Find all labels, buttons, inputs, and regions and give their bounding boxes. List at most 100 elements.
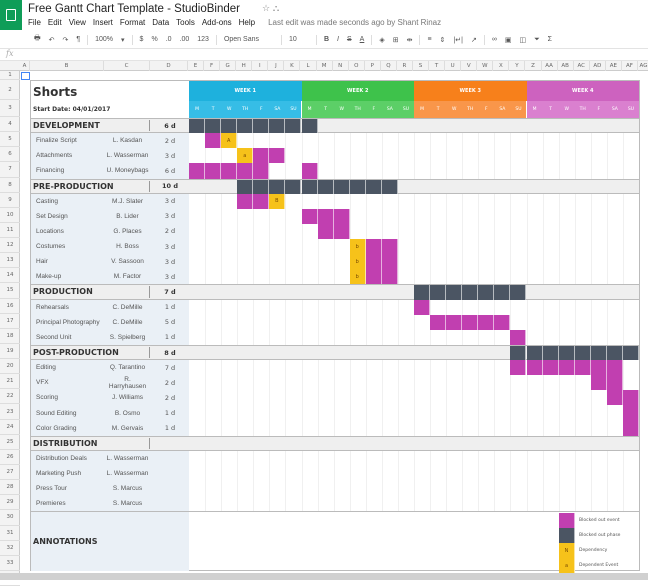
dependency-block[interactable]: B: [269, 193, 286, 209]
event-block[interactable]: [365, 269, 382, 285]
row-header[interactable]: 27: [0, 465, 20, 481]
column-header-ab[interactable]: AB: [558, 61, 574, 71]
column-header-ag[interactable]: AG: [638, 61, 648, 71]
column-header-o[interactable]: O: [349, 61, 365, 71]
phase-block[interactable]: [606, 345, 623, 361]
column-header-v[interactable]: V: [461, 61, 478, 71]
event-block[interactable]: [510, 360, 527, 376]
event-block[interactable]: [365, 239, 382, 255]
horizontal-scrollbar[interactable]: [0, 573, 648, 580]
font-select[interactable]: Open Sans: [223, 36, 259, 43]
menu-file[interactable]: File: [28, 18, 41, 27]
event-block[interactable]: [526, 360, 543, 376]
task-name[interactable]: Distribution Deals: [36, 454, 87, 462]
column-header-l[interactable]: L: [301, 61, 317, 71]
percent-button[interactable]: %: [151, 36, 158, 43]
menu-edit[interactable]: Edit: [47, 18, 62, 27]
last-edit-status[interactable]: Last edit was made seconds ago by Shant …: [268, 18, 442, 27]
functions-icon[interactable]: Σ: [547, 36, 552, 43]
row-header[interactable]: 18: [0, 329, 20, 344]
row-header[interactable]: 23: [0, 404, 20, 420]
event-block[interactable]: [478, 314, 495, 330]
event-block[interactable]: [381, 269, 398, 285]
column-header-a[interactable]: A: [20, 61, 30, 71]
column-header-w[interactable]: W: [477, 61, 494, 71]
phase-block[interactable]: [446, 285, 463, 300]
row-header[interactable]: 20: [0, 359, 20, 375]
phase-block[interactable]: [590, 345, 607, 361]
phase-block[interactable]: [237, 119, 254, 134]
paint-format-icon[interactable]: ¶: [76, 36, 81, 43]
row-header[interactable]: 4: [0, 117, 20, 133]
phase-block[interactable]: [510, 285, 527, 300]
chart-icon[interactable]: ◫: [519, 36, 527, 44]
task-name[interactable]: Locations: [36, 227, 64, 235]
row-header[interactable]: 17: [0, 314, 20, 329]
italic-button[interactable]: I: [337, 36, 339, 43]
task-name[interactable]: Marketing Push: [36, 470, 82, 478]
task-name[interactable]: Color Grading: [36, 424, 77, 432]
row-header[interactable]: 31: [0, 526, 20, 541]
row-header[interactable]: 33: [0, 556, 20, 571]
event-block[interactable]: [622, 405, 639, 421]
event-block[interactable]: [317, 208, 334, 224]
phase-block[interactable]: [269, 179, 286, 194]
strikethrough-button[interactable]: S: [346, 36, 352, 43]
phase-block[interactable]: [349, 179, 366, 194]
row-header[interactable]: 32: [0, 541, 20, 556]
zoom-dropdown-icon[interactable]: ▾: [121, 36, 125, 44]
bold-button[interactable]: B: [323, 36, 330, 43]
task-name[interactable]: Hair: [36, 258, 48, 266]
phase-block[interactable]: [365, 179, 382, 194]
event-block[interactable]: [510, 329, 527, 345]
column-header-u[interactable]: U: [445, 61, 462, 71]
menu-help[interactable]: Help: [238, 18, 256, 27]
task-name[interactable]: Costumes: [36, 243, 66, 251]
row-header[interactable]: 9: [0, 193, 20, 208]
row-header[interactable]: 12: [0, 238, 20, 254]
menu-format[interactable]: Format: [119, 18, 146, 27]
align-left-icon[interactable]: ≡: [427, 36, 432, 43]
task-name[interactable]: Premieres: [36, 500, 66, 508]
task-name[interactable]: Casting: [36, 197, 59, 205]
currency-button[interactable]: $: [139, 36, 144, 43]
row-header[interactable]: 19: [0, 344, 20, 360]
task-name[interactable]: Make-up: [36, 273, 62, 281]
sheets-logo[interactable]: [0, 0, 22, 30]
increase-decimal-button[interactable]: .00: [179, 36, 190, 43]
row-header[interactable]: 14: [0, 268, 20, 284]
event-block[interactable]: [189, 163, 206, 179]
phase-block[interactable]: [478, 285, 495, 300]
dependency-block[interactable]: A: [221, 133, 238, 149]
event-block[interactable]: [205, 163, 222, 179]
redo-icon[interactable]: ↷: [62, 36, 69, 44]
more-formats-button[interactable]: 123: [197, 36, 209, 43]
dependency-block[interactable]: a: [237, 148, 254, 164]
row-header[interactable]: 8: [0, 178, 20, 193]
column-header-q[interactable]: Q: [381, 61, 397, 71]
text-rotate-icon[interactable]: ↗: [470, 36, 477, 44]
row-header[interactable]: 10: [0, 208, 20, 223]
event-block[interactable]: [446, 314, 463, 330]
task-name[interactable]: Finalize Script: [36, 137, 77, 145]
phase-block[interactable]: [558, 345, 575, 361]
task-name[interactable]: Sound Editing: [36, 409, 77, 417]
row-header[interactable]: 29: [0, 495, 20, 511]
phase-block[interactable]: [542, 345, 559, 361]
row-header[interactable]: 5: [0, 132, 20, 148]
menu-add-ons[interactable]: Add-ons: [201, 18, 232, 27]
task-name[interactable]: Editing: [36, 364, 56, 372]
row-header[interactable]: 1: [0, 71, 20, 80]
event-block[interactable]: [430, 314, 447, 330]
row-header[interactable]: 6: [0, 147, 20, 163]
phase-block[interactable]: [189, 119, 206, 134]
column-header-m[interactable]: M: [317, 61, 333, 71]
event-block[interactable]: [253, 163, 270, 179]
phase-block[interactable]: [285, 119, 302, 134]
column-header-ad[interactable]: AD: [590, 61, 606, 71]
task-name[interactable]: Set Design: [36, 212, 68, 220]
phase-block[interactable]: [333, 179, 350, 194]
task-name[interactable]: Rehearsals: [36, 303, 69, 311]
column-header-af[interactable]: AF: [622, 61, 638, 71]
dependency-block[interactable]: b: [349, 239, 366, 255]
